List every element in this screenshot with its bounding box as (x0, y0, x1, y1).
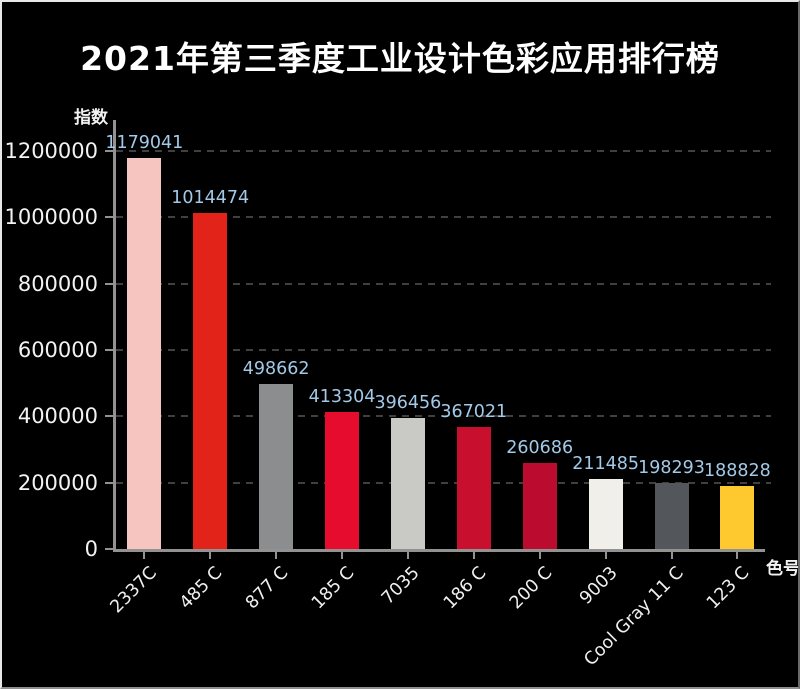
y-tick-label: 1200000 (4, 139, 98, 163)
gridline (116, 150, 771, 152)
gridline (116, 282, 771, 285)
x-category-label: 200 C (505, 563, 556, 614)
bar-200-c (522, 462, 557, 549)
bar-186-c (456, 427, 491, 549)
bar-485-c (193, 212, 228, 549)
bar-value-label: 413304 (308, 386, 376, 407)
bar-123-c (720, 486, 755, 549)
bar-value-label: 498662 (242, 358, 310, 379)
x-tick-mark (604, 552, 607, 559)
bar-877-c (259, 383, 294, 549)
y-tick-label: 0 (84, 537, 98, 561)
x-tick-mark (341, 552, 343, 559)
bar-value-label: 1179041 (105, 132, 184, 153)
x-category-label: 123 C (703, 563, 754, 614)
y-tick-mark (105, 349, 113, 351)
gridline (116, 216, 771, 219)
y-tick-mark (105, 415, 113, 418)
bar-9003 (588, 478, 623, 549)
y-tick-label: 600000 (17, 338, 98, 362)
gridline (116, 415, 771, 418)
bar-value-label: 188828 (703, 461, 771, 482)
bar-value-label: 198293 (638, 458, 705, 479)
y-axis-line (113, 120, 116, 552)
x-tick-mark (472, 552, 475, 559)
x-tick-mark (143, 552, 146, 559)
y-axis-label: 指数 (74, 108, 108, 128)
x-category-label: 185 C (307, 563, 359, 614)
x-category-label: 877 C (241, 563, 293, 614)
gridline (116, 349, 771, 351)
bar-value-label: 211485 (572, 453, 639, 474)
y-tick-mark (105, 216, 113, 219)
bar-cool-gray-11-c (654, 483, 689, 549)
bar-7035 (390, 417, 425, 549)
x-category-label: 7035 (378, 563, 425, 609)
x-axis-label: 色号 (766, 559, 800, 579)
y-tick-label: 800000 (17, 271, 98, 296)
y-tick-mark (105, 282, 113, 285)
y-tick-mark (105, 481, 113, 484)
x-tick-mark (538, 552, 541, 559)
y-tick-mark (105, 548, 113, 550)
y-tick-label: 1000000 (4, 205, 98, 230)
gridline (116, 481, 771, 484)
chart-title: 2021年第三季度工业设计色彩应用排行榜 (80, 39, 720, 78)
x-category-label: 2337C (106, 563, 161, 618)
x-tick-mark (275, 552, 278, 559)
x-tick-mark (209, 552, 212, 559)
y-tick-label: 400000 (17, 404, 98, 429)
x-category-label: 9003 (576, 563, 622, 609)
bar-value-label: 396456 (374, 392, 442, 413)
x-axis-line (113, 549, 765, 552)
x-category-label: 186 C (439, 563, 490, 614)
y-tick-mark (105, 150, 113, 152)
y-tick-label: 200000 (17, 470, 98, 495)
x-tick-mark (670, 552, 673, 559)
bar-value-label: 260686 (506, 437, 574, 458)
bar-value-label: 1014474 (171, 187, 250, 208)
x-tick-mark (736, 552, 739, 559)
x-tick-mark (406, 552, 409, 559)
x-category-label: 485 C (176, 563, 227, 614)
bar-2337c (127, 157, 162, 549)
bar-185-c (325, 411, 359, 549)
bar-value-label: 367021 (440, 402, 508, 423)
